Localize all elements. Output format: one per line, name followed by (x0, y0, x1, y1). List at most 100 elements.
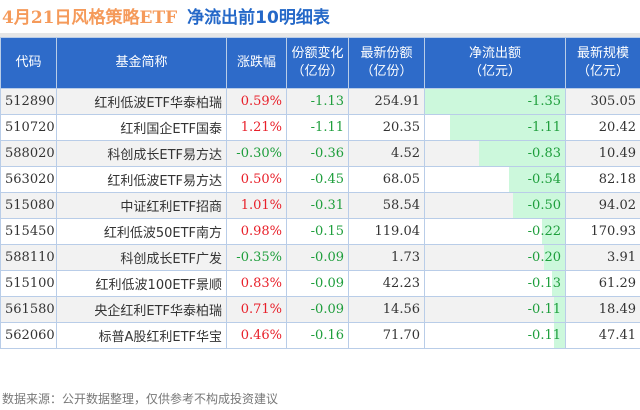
cell-scale: 61.29 (565, 270, 640, 297)
outflow-value: -0.83 (527, 146, 561, 161)
outflow-bar (542, 219, 565, 244)
cell-latest-share: 20.35 (348, 114, 425, 141)
table-row: 515080 中证红利ETF招商 1.01% -0.31 58.54 -0.50 94.02 (0, 192, 640, 219)
outflow-bar (449, 115, 565, 140)
cell-change: 1.21% (226, 114, 287, 141)
outflow-value: -0.20 (527, 250, 561, 265)
cell-name: 中证红利ETF招商 (56, 192, 227, 219)
cell-code: 561580 (0, 296, 57, 323)
outflow-bar (553, 297, 565, 322)
cell-net-outflow: -0.83 (424, 140, 566, 167)
cell-code: 563020 (0, 166, 57, 193)
cell-scale: 82.18 (565, 166, 640, 193)
cell-net-outflow: -0.13 (424, 270, 566, 297)
cell-change: 1.01% (226, 192, 287, 219)
title-divider (0, 33, 640, 37)
outflow-value: -0.22 (527, 224, 561, 239)
cell-change: 0.71% (226, 296, 287, 323)
outflow-bar (425, 89, 565, 114)
table-row: 515450 红利低波50ETF南方 0.98% -0.15 119.04 -0.22 17… (0, 218, 640, 245)
cell-share-change: -0.16 (286, 322, 349, 349)
cell-net-outflow: -1.11 (424, 114, 566, 141)
cell-net-outflow: -0.20 (424, 244, 566, 271)
cell-code: 512890 (0, 88, 57, 115)
title-date-part: 4月21日风格策略ETF (2, 8, 178, 28)
cell-net-outflow: -0.50 (424, 192, 566, 219)
cell-net-outflow: -0.11 (424, 322, 566, 349)
cell-name: 科创成长ETF易方达 (56, 140, 227, 167)
cell-change: 0.50% (226, 166, 287, 193)
cell-latest-share: 58.54 (348, 192, 425, 219)
etf-outflow-table: 代码 基金简称 涨跌幅 份额变化 （亿份） 最新份额 （亿份） 净流出额 （亿元） 最… (0, 37, 640, 349)
cell-net-outflow: -0.11 (424, 296, 566, 323)
cell-latest-share: 254.91 (348, 88, 425, 115)
outflow-value: -0.13 (527, 276, 561, 291)
table-row: 515100 红利低波100ETF景顺 0.83% -0.09 42.23 -0.13 61… (0, 270, 640, 297)
outflow-bar (478, 141, 565, 166)
outflow-bar (509, 167, 565, 192)
cell-code: 588020 (0, 140, 57, 167)
cell-code: 510720 (0, 114, 57, 141)
header-code: 代码 (0, 37, 57, 89)
header-name: 基金简称 (56, 37, 227, 89)
cell-share-change: -0.15 (286, 218, 349, 245)
cell-name: 标普A股红利ETF华宝 (56, 322, 227, 349)
cell-change: 0.59% (226, 88, 287, 115)
cell-latest-share: 1.73 (348, 244, 425, 271)
table-row: 561580 央企红利ETF华泰柏瑞 0.71% -0.09 14.56 -0.11 18.… (0, 296, 640, 323)
cell-code: 588110 (0, 244, 57, 271)
header-net-outflow: 净流出额 （亿元） (424, 37, 566, 89)
outflow-bar (551, 271, 565, 296)
outflow-value: -0.54 (527, 172, 561, 187)
cell-scale: 3.91 (565, 244, 640, 271)
cell-scale: 18.49 (565, 296, 640, 323)
table-row: 588020 科创成长ETF易方达 -0.30% -0.36 4.52 -0.83 10.4… (0, 140, 640, 167)
cell-share-change: -0.09 (286, 270, 349, 297)
table-row: 563020 红利低波ETF易方达 0.50% -0.45 68.05 -0.54 82.1… (0, 166, 640, 193)
cell-code: 562060 (0, 322, 57, 349)
outflow-value: -0.11 (527, 328, 561, 343)
cell-scale: 170.93 (565, 218, 640, 245)
cell-latest-share: 71.70 (348, 322, 425, 349)
cell-latest-share: 119.04 (348, 218, 425, 245)
outflow-value: -1.35 (527, 94, 561, 109)
cell-share-change: -0.36 (286, 140, 349, 167)
cell-share-change: -0.09 (286, 244, 349, 271)
cell-code: 515100 (0, 270, 57, 297)
cell-change: 0.98% (226, 218, 287, 245)
header-share-change: 份额变化 （亿份） (286, 37, 349, 89)
outflow-bar (544, 245, 565, 270)
cell-name: 红利低波50ETF南方 (56, 218, 227, 245)
cell-scale: 305.05 (565, 88, 640, 115)
cell-name: 红利低波ETF易方达 (56, 166, 227, 193)
cell-change: 0.83% (226, 270, 287, 297)
data-source-note: 数据来源：公开数据整理，仅供参考不构成投资建议 (2, 392, 279, 406)
outflow-value: -0.11 (527, 302, 561, 317)
title-subject-part: 净流出前10明细表 (187, 8, 330, 28)
cell-latest-share: 68.05 (348, 166, 425, 193)
cell-change: -0.35% (226, 244, 287, 271)
cell-name: 红利低波100ETF景顺 (56, 270, 227, 297)
table-row: 512890 红利低波ETF华泰柏瑞 0.59% -1.13 254.91 -1.35 30… (0, 88, 640, 115)
outflow-bar (513, 193, 565, 218)
cell-scale: 47.41 (565, 322, 640, 349)
cell-name: 央企红利ETF华泰柏瑞 (56, 296, 227, 323)
cell-latest-share: 42.23 (348, 270, 425, 297)
cell-change: 0.46% (226, 322, 287, 349)
outflow-value: -0.50 (527, 198, 561, 213)
cell-net-outflow: -0.54 (424, 166, 566, 193)
cell-share-change: -0.45 (286, 166, 349, 193)
cell-scale: 94.02 (565, 192, 640, 219)
table-row: 562060 标普A股红利ETF华宝 0.46% -0.16 71.70 -0.11 47.… (0, 322, 640, 349)
table-row: 510720 红利国企ETF国泰 1.21% -1.11 20.35 -1.11 20.42 (0, 114, 640, 141)
header-latest-share: 最新份额 （亿份） (348, 37, 425, 89)
outflow-value: -1.11 (527, 120, 561, 135)
cell-share-change: -0.09 (286, 296, 349, 323)
cell-net-outflow: -1.35 (424, 88, 566, 115)
cell-latest-share: 14.56 (348, 296, 425, 323)
header-scale: 最新规模 （亿元） (565, 37, 640, 89)
cell-share-change: -1.11 (286, 114, 349, 141)
cell-scale: 20.42 (565, 114, 640, 141)
cell-code: 515450 (0, 218, 57, 245)
cell-net-outflow: -0.22 (424, 218, 566, 245)
